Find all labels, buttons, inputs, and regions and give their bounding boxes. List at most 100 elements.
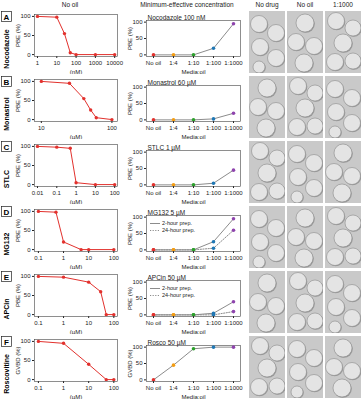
svg-text:No oil: No oil [146,190,161,196]
svg-text:1000: 1000 [89,60,103,66]
svg-text:PBE (%): PBE (%) [15,284,21,307]
svg-text:50: 50 [24,32,31,38]
svg-text:1: 1 [62,255,66,261]
svg-text:Rosco 50 µM: Rosco 50 µM [148,339,186,347]
svg-text:1:1000: 1:1000 [224,385,243,391]
svg-text:PBE (%): PBE (%) [127,27,133,50]
svg-text:No oil: No oil [146,385,161,391]
svg-text:Nocodazole: Nocodazole [3,29,10,68]
svg-text:1:10: 1:10 [188,190,200,196]
svg-text:100: 100 [132,279,143,285]
svg-text:F: F [4,338,9,347]
svg-text:1:4: 1:4 [169,385,178,391]
svg-text:0: 0 [139,247,143,253]
svg-text:50: 50 [24,357,31,363]
svg-text:100: 100 [132,149,143,155]
svg-text:GVBD (%): GVBD (%) [127,349,133,377]
svg-text:100: 100 [110,190,121,196]
svg-text:PBE (%): PBE (%) [127,222,133,245]
svg-text:STLC: STLC [3,170,10,188]
svg-text:0: 0 [139,182,143,188]
svg-text:10: 10 [38,125,45,131]
svg-text:50: 50 [136,165,143,171]
svg-text:1: 1 [36,60,40,66]
svg-text:PBE (%): PBE (%) [15,219,21,242]
svg-text:1:1000: 1:1000 [224,60,243,66]
svg-text:PBE (%): PBE (%) [15,89,21,112]
svg-text:100: 100 [20,273,31,279]
svg-text:No oil: No oil [146,125,161,131]
svg-text:1:10: 1:10 [188,60,200,66]
svg-text:B: B [4,78,10,87]
svg-text:GVBD (%): GVBD (%) [15,346,21,374]
svg-text:No oil: No oil [146,255,161,261]
svg-text:100: 100 [20,143,31,149]
svg-text:50: 50 [24,162,31,168]
svg-text:PBE (%): PBE (%) [15,154,21,177]
svg-text:100: 100 [109,385,120,391]
svg-text:1:1000: 1:1000 [224,190,243,196]
svg-text:0: 0 [27,247,31,253]
svg-text:0: 0 [139,377,143,383]
svg-text:50: 50 [136,100,143,106]
svg-text:1:10: 1:10 [188,255,200,261]
svg-text:10000: 10000 [106,60,123,66]
svg-text:1:1000: 1:1000 [224,125,243,131]
svg-text:Media:oil: Media:oil [181,199,205,205]
svg-text:1:1000: 1:1000 [224,255,243,261]
svg-text:(µM): (µM) [70,329,82,335]
svg-text:10: 10 [92,190,99,196]
svg-text:MG132: MG132 [3,232,10,255]
svg-text:0: 0 [27,182,31,188]
svg-text:No oil: No oil [146,320,161,326]
svg-text:1: 1 [62,385,66,391]
svg-text:10: 10 [85,255,92,261]
svg-text:(µM): (µM) [70,394,82,400]
svg-text:0: 0 [139,312,143,318]
svg-text:10: 10 [85,320,92,326]
svg-text:(µM): (µM) [70,264,82,270]
svg-text:100: 100 [109,320,120,326]
svg-text:50: 50 [136,360,143,366]
svg-text:0: 0 [139,117,143,123]
svg-text:No oil: No oil [146,60,161,66]
svg-text:1:4: 1:4 [169,60,178,66]
svg-text:0: 0 [27,117,31,123]
svg-text:1:100: 1:100 [206,255,222,261]
svg-text:0.1: 0.1 [34,385,43,391]
svg-text:100: 100 [132,19,143,25]
svg-text:PBE (%): PBE (%) [127,157,133,180]
svg-text:Media:oil: Media:oil [181,134,205,140]
svg-text:C: C [4,143,10,152]
svg-text:100: 100 [20,208,31,214]
svg-text:100: 100 [132,84,143,90]
svg-text:0: 0 [27,312,31,318]
svg-text:10: 10 [85,385,92,391]
svg-text:0: 0 [27,377,31,383]
svg-text:1:100: 1:100 [206,190,222,196]
svg-text:100: 100 [20,338,31,344]
svg-text:100: 100 [132,214,143,220]
svg-text:1:4: 1:4 [169,320,178,326]
svg-text:100: 100 [109,255,120,261]
svg-text:50: 50 [24,97,31,103]
svg-text:STLC 1 µM: STLC 1 µM [148,144,181,152]
svg-text:50: 50 [24,227,31,233]
svg-text:100: 100 [107,125,118,131]
svg-text:E: E [4,273,10,282]
svg-text:PBE (%): PBE (%) [127,287,133,310]
svg-text:50: 50 [136,35,143,41]
svg-text:50: 50 [136,230,143,236]
svg-text:1: 1 [62,320,66,326]
svg-text:1:10: 1:10 [188,125,200,131]
svg-text:50: 50 [136,295,143,301]
svg-text:50: 50 [24,292,31,298]
svg-text:(nM): (nM) [70,69,82,75]
svg-text:0: 0 [27,52,31,58]
svg-text:1:10: 1:10 [188,385,200,391]
svg-text:Monastrol: Monastrol [3,97,10,131]
svg-text:1:100: 1:100 [206,60,222,66]
svg-text:MG132 5 µM: MG132 5 µM [148,209,186,217]
svg-text:1:10: 1:10 [188,320,200,326]
svg-text:0.1: 0.1 [34,320,43,326]
